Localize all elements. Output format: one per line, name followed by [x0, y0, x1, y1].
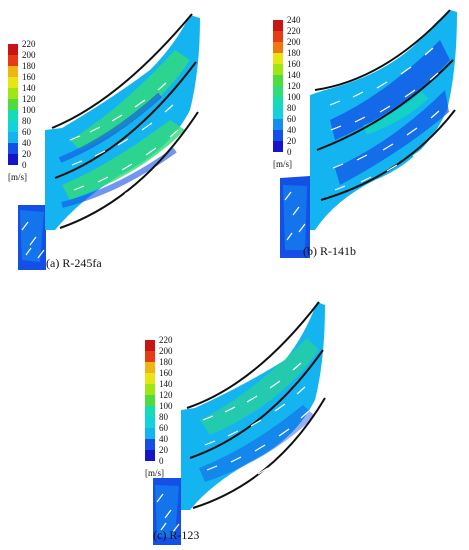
- colorbar-segment: [273, 75, 283, 86]
- legend-b: 240 220 200 180 160 140 120 100 80 60 40 20 0 [m/s]: [273, 16, 307, 170]
- colorbar-segment: [273, 119, 283, 130]
- tick-label: 160: [287, 59, 301, 69]
- tick-label: 0: [159, 456, 164, 466]
- velocity-field-c: [153, 301, 326, 545]
- colorbar-segment: [8, 121, 18, 132]
- caption-b: (b) R-141b: [303, 244, 356, 258]
- tick-label: 20: [287, 136, 296, 146]
- colorbar-segment: [8, 88, 18, 99]
- colorbar-segment: [273, 64, 283, 75]
- colorbar-segment: [8, 154, 18, 165]
- tick-label: 40: [287, 125, 296, 135]
- panel-b: 240 220 200 180 160 140 120 100 80 60 40 20 0 [m/s] …: [235, 0, 469, 280]
- unit-label-a: [m/s]: [8, 172, 27, 182]
- tick-label: 60: [22, 127, 31, 137]
- colorbar-segment: [273, 86, 283, 97]
- colorbar-segment: [273, 53, 283, 64]
- tick-label: 40: [159, 434, 168, 444]
- tick-label: 140: [159, 379, 173, 389]
- colorbar-segment: [273, 97, 283, 108]
- tick-label: 240: [287, 15, 301, 25]
- tick-label: 220: [22, 39, 36, 49]
- colorbar-segment: [273, 42, 283, 53]
- colorbar-segment: [145, 406, 155, 417]
- tick-label: 200: [22, 50, 36, 60]
- tick-label: 40: [22, 138, 31, 148]
- tick-label: 200: [159, 346, 173, 356]
- colorbar-segment: [8, 66, 18, 77]
- panel-c: 220 200 180 160 140 120 100 80 60 40 20 0 [m/s] (c)…: [135, 290, 335, 550]
- tick-label: 100: [159, 401, 173, 411]
- tick-label: 0: [287, 147, 292, 157]
- tick-label: 220: [287, 26, 301, 36]
- tick-label: 180: [159, 357, 173, 367]
- caption-a: (a) R-245fa: [46, 256, 102, 270]
- colorbar-segment: [145, 428, 155, 439]
- colorbar-segment: [145, 450, 155, 461]
- unit-label-c: [m/s]: [145, 468, 164, 478]
- colorbar-segment: [145, 351, 155, 362]
- colorbar-segment: [145, 417, 155, 428]
- tick-label: 80: [159, 412, 168, 422]
- colorbar-c: [145, 340, 155, 461]
- legend-a: 220 200 180 160 140 120 100 80 60 40 20 0 [m/s]: [8, 40, 42, 194]
- colorbar-segment: [8, 110, 18, 121]
- colorbar-segment: [145, 439, 155, 450]
- colorbar-segment: [145, 340, 155, 351]
- panel-a: 220 200 180 160 140 120 100 80 60 40 20 0 [m/s] (a)…: [0, 0, 235, 280]
- colorbar-segment: [273, 130, 283, 141]
- tick-label: 60: [287, 114, 296, 124]
- colorbar-b: [273, 20, 283, 152]
- tick-label: 20: [159, 445, 168, 455]
- tick-label: 80: [287, 103, 296, 113]
- colorbar-segment: [145, 373, 155, 384]
- colorbar-segment: [145, 384, 155, 395]
- colorbar-segment: [8, 143, 18, 154]
- tick-label: 60: [159, 423, 168, 433]
- colorbar-segment: [273, 141, 283, 152]
- velocity-field-b: [280, 9, 457, 258]
- tick-label: 100: [287, 92, 301, 102]
- tick-label: 20: [22, 149, 31, 159]
- legend-c: 220 200 180 160 140 120 100 80 60 40 20 0 [m/s]: [145, 336, 179, 490]
- tick-label: 80: [22, 116, 31, 126]
- tick-label: 200: [287, 37, 301, 47]
- colorbar-segment: [8, 77, 18, 88]
- tick-label: 120: [287, 81, 301, 91]
- tick-label: 180: [287, 48, 301, 58]
- tick-label: 160: [22, 72, 36, 82]
- tick-label: 140: [287, 70, 301, 80]
- colorbar-segment: [8, 132, 18, 143]
- caption-c: (c) R-123: [153, 528, 200, 542]
- tick-label: 160: [159, 368, 173, 378]
- tick-label: 180: [22, 61, 36, 71]
- colorbar-segment: [8, 55, 18, 66]
- colorbar-segment: [8, 44, 18, 55]
- tick-label: 100: [22, 105, 36, 115]
- tick-label: 120: [22, 94, 36, 104]
- colorbar-segment: [145, 395, 155, 406]
- colorbar-a: [8, 44, 18, 165]
- colorbar-segment: [273, 108, 283, 119]
- colorbar-segment: [145, 362, 155, 373]
- tick-label: 140: [22, 83, 36, 93]
- colorbar-segment: [273, 31, 283, 42]
- velocity-field-a: [18, 13, 200, 270]
- tick-label: 0: [22, 160, 27, 170]
- colorbar-segment: [273, 20, 283, 31]
- tick-label: 220: [159, 335, 173, 345]
- unit-label-b: [m/s]: [273, 159, 292, 169]
- colorbar-segment: [8, 99, 18, 110]
- tick-label: 120: [159, 390, 173, 400]
